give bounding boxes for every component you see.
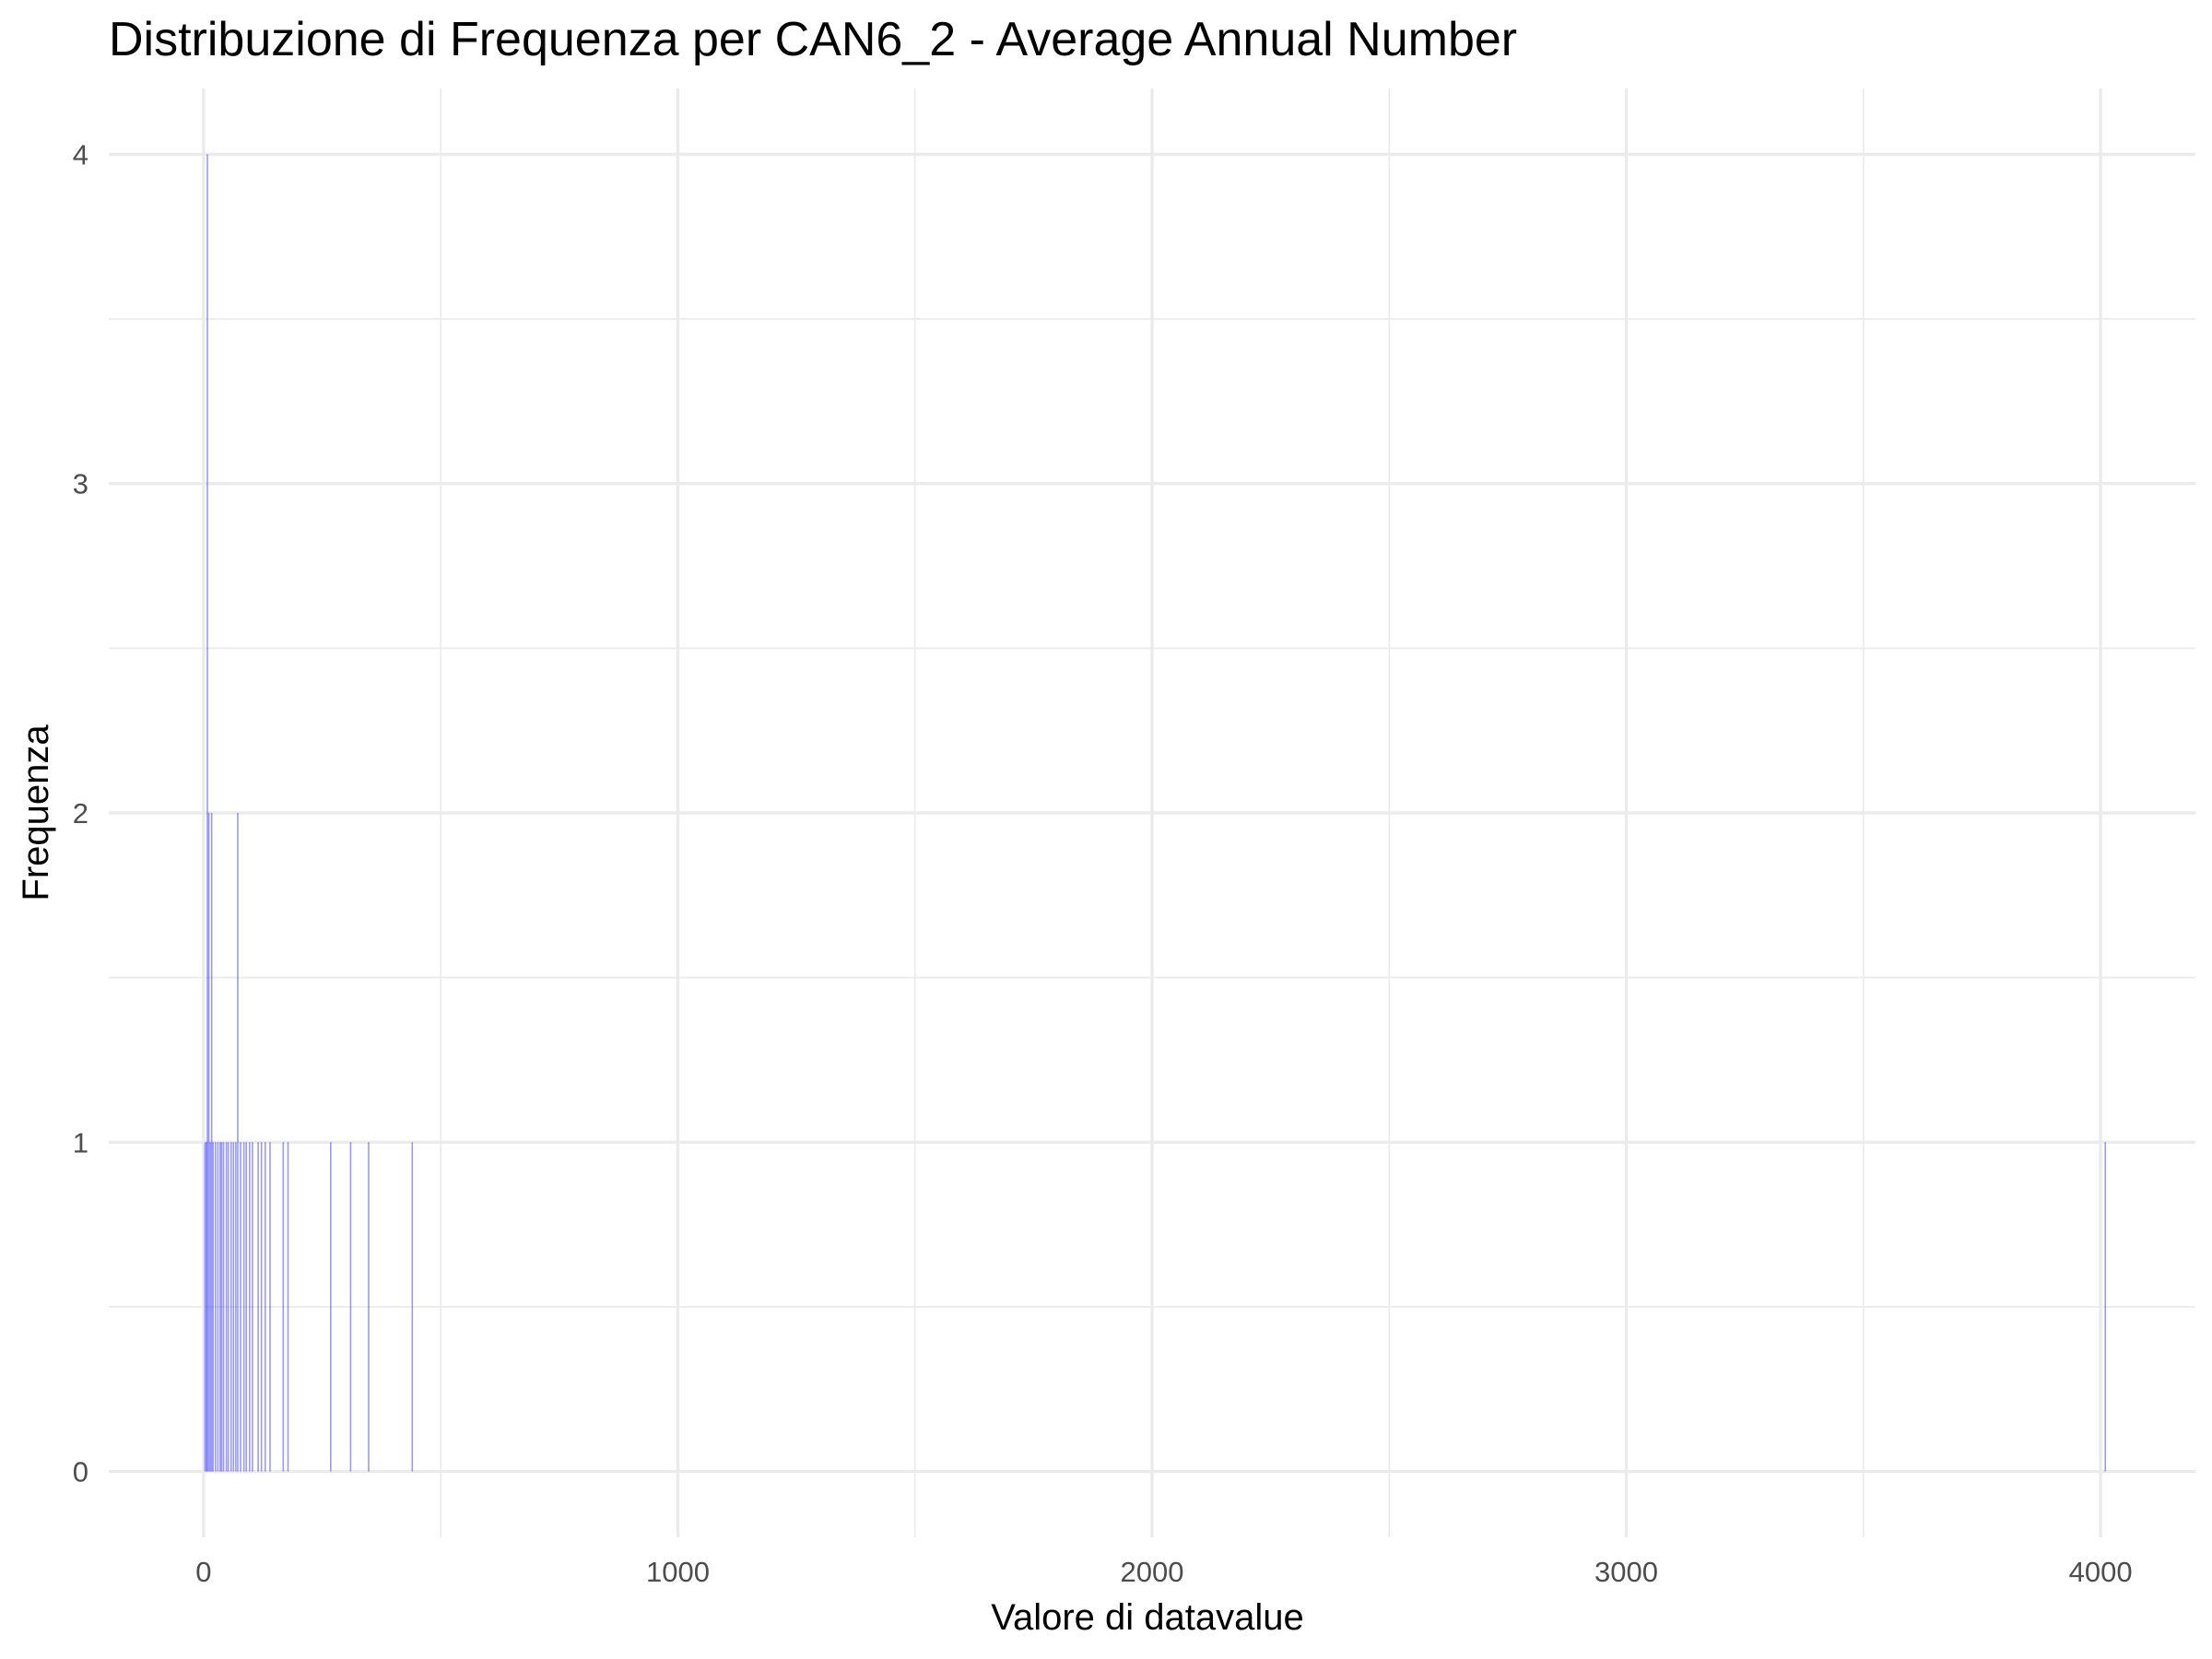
y-tick-labels: 0 1 2 3 4 xyxy=(73,138,88,1488)
histogram-bar xyxy=(225,1142,228,1472)
histogram-bar xyxy=(232,1142,235,1472)
histogram-bar xyxy=(212,1142,214,1472)
histogram-bar xyxy=(235,1142,237,1472)
histogram-bar xyxy=(210,813,213,1472)
y-axis-title: Frequenza xyxy=(16,724,56,901)
histogram-bar xyxy=(242,1142,245,1472)
histogram-bar xyxy=(260,1142,263,1472)
histogram-bar xyxy=(219,1142,221,1472)
histogram-bar xyxy=(2104,1142,2107,1472)
x-axis-title: Valore di datavalue xyxy=(991,1597,1304,1638)
histogram-bar xyxy=(249,1142,251,1472)
histogram-bar xyxy=(237,813,239,1472)
histogram-bar xyxy=(229,1142,232,1472)
histogram-bar xyxy=(287,1142,289,1472)
histogram-bar xyxy=(214,1142,217,1472)
histogram-bar xyxy=(282,1142,285,1472)
x-tick-label: 4000 xyxy=(2069,1556,2133,1588)
histogram-bar xyxy=(206,1142,207,1472)
histogram-bar xyxy=(206,154,208,1472)
y-tick-label: 0 xyxy=(73,1456,88,1488)
x-tick-label: 0 xyxy=(195,1556,211,1588)
y-tick-label: 2 xyxy=(73,797,88,830)
y-tick-label: 1 xyxy=(73,1126,88,1159)
y-tick-label: 4 xyxy=(73,138,88,171)
x-tick-label: 3000 xyxy=(1594,1556,1658,1588)
grid xyxy=(109,88,2195,1537)
histogram-bar xyxy=(220,1142,223,1472)
histogram-bar xyxy=(269,1142,271,1472)
x-tick-labels: 0 1000 2000 3000 4000 xyxy=(195,1556,2132,1588)
histogram-bar xyxy=(227,1142,229,1472)
x-tick-label: 2000 xyxy=(1121,1556,1184,1588)
histogram-bar xyxy=(349,1142,352,1472)
histogram-bar xyxy=(209,1142,211,1472)
histogram-bar xyxy=(411,1142,414,1472)
y-tick-label: 3 xyxy=(73,468,88,500)
histogram-bar xyxy=(330,1142,332,1472)
histogram-bar xyxy=(265,1142,266,1472)
chart-title: Distribuzione di Frequenza per CAN6_2 - … xyxy=(109,13,1517,66)
x-tick-label: 1000 xyxy=(646,1556,710,1588)
histogram-bar xyxy=(257,1142,259,1472)
histogram-bar xyxy=(217,1142,219,1472)
histogram-bar xyxy=(207,813,210,1472)
histogram-bar xyxy=(252,1142,253,1472)
histogram-bar xyxy=(368,1142,370,1472)
histogram-bar xyxy=(204,1142,206,1472)
bars xyxy=(204,154,2107,1472)
histogram-bar xyxy=(222,1142,225,1472)
histogram-bar xyxy=(240,1142,241,1472)
histogram-bar xyxy=(245,1142,248,1472)
